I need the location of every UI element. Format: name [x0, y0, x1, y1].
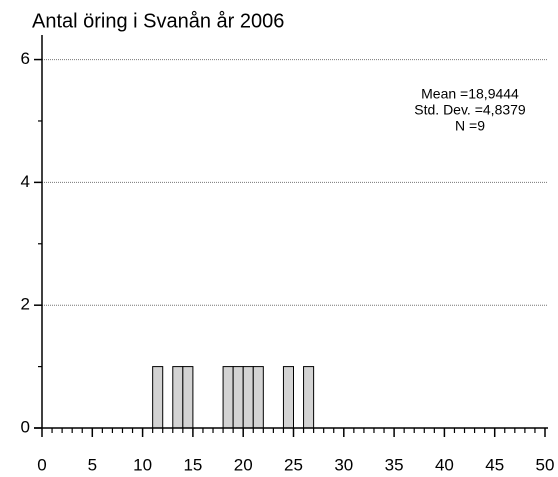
x-tick-label: 35	[385, 455, 404, 474]
bar	[182, 366, 194, 429]
x-tick-label: 20	[234, 455, 253, 474]
x-tick-label: 5	[88, 455, 97, 474]
x-tick-label: 30	[334, 455, 353, 474]
x-tick-label: 15	[183, 455, 202, 474]
bar	[232, 366, 244, 429]
stats-annotation: Std. Dev. =4,8379	[414, 102, 526, 118]
bar	[242, 366, 254, 429]
bar	[252, 366, 264, 429]
bar	[172, 366, 184, 429]
y-tick-label: 4	[21, 172, 30, 191]
y-tick-label: 0	[21, 417, 30, 436]
x-tick-label: 10	[133, 455, 152, 474]
bar	[282, 366, 295, 429]
bar	[303, 366, 315, 429]
x-tick-label: 50	[536, 455, 555, 474]
y-tick-label: 6	[21, 49, 30, 68]
stats-annotation: N =9	[455, 118, 485, 134]
x-tick-label: 40	[435, 455, 454, 474]
stats-annotation: Mean =18,9444	[421, 86, 519, 102]
chart-title: Antal öring i Svanån år 2006	[32, 10, 284, 32]
x-tick-label: 45	[485, 455, 504, 474]
x-tick-label: 0	[37, 455, 46, 474]
bar	[222, 366, 234, 429]
bar	[152, 366, 164, 429]
x-tick-label: 25	[284, 455, 303, 474]
y-tick-label: 2	[21, 295, 30, 314]
